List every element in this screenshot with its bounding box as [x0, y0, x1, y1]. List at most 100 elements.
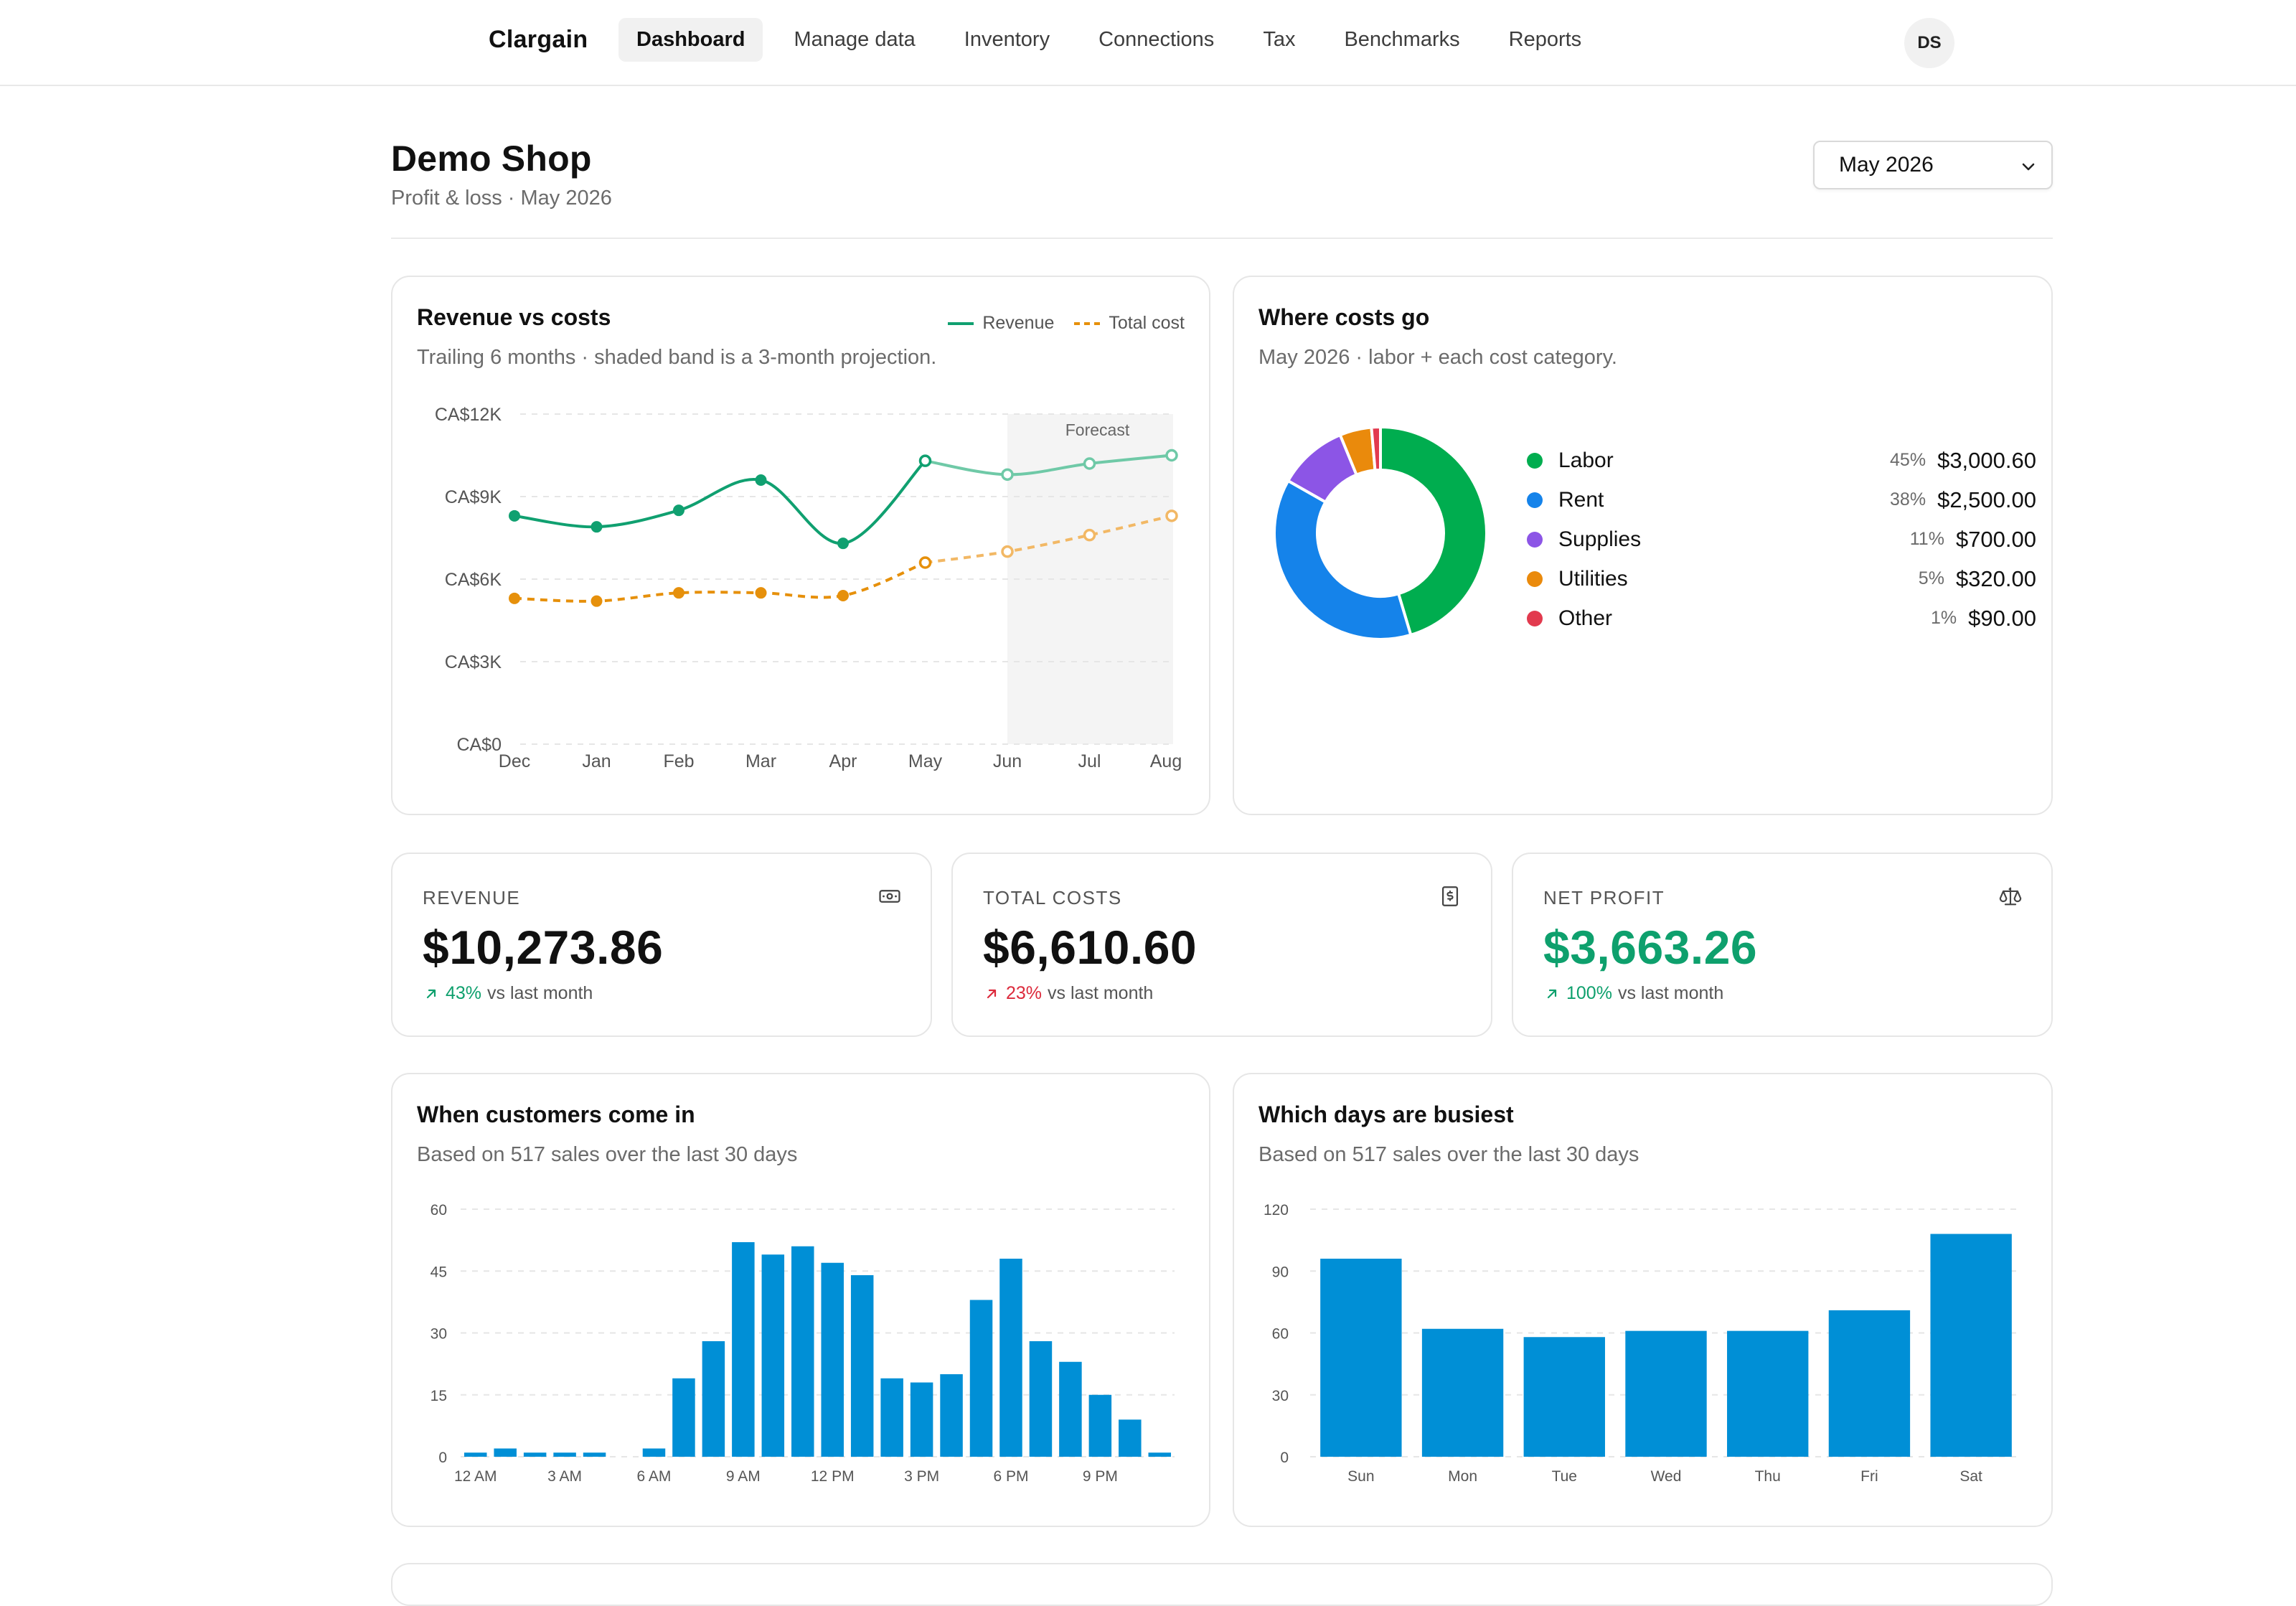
kpi-label: NET PROFIT	[1543, 887, 1665, 908]
bar	[1320, 1259, 1402, 1457]
nav-item-connections[interactable]: Connections	[1098, 28, 1215, 51]
bar	[583, 1452, 606, 1457]
card-subtitle: Trailing 6 months · shaded band is a 3-m…	[417, 346, 937, 369]
page-subtitle: Profit & loss · May 2026	[391, 187, 612, 210]
banknote-icon	[879, 890, 900, 903]
legend-item-total-cost[interactable]: Total cost	[1074, 313, 1185, 334]
card-title: Which days are busiest	[1258, 1102, 1514, 1127]
data-point	[591, 521, 603, 533]
nav-item-benchmarks[interactable]: Benchmarks	[1344, 28, 1460, 51]
cost-name: Other	[1558, 606, 1613, 630]
cost-values: 38% $2,500.00	[1890, 480, 2036, 520]
period-select[interactable]: May 2026	[1813, 141, 2053, 189]
cost-amount: $2,500.00	[1937, 487, 2036, 512]
y-tick-label: 0	[438, 1450, 447, 1466]
x-tick-label: 6 PM	[993, 1468, 1028, 1485]
nav-item-inventory[interactable]: Inventory	[964, 28, 1050, 51]
cost-breakdown-list: Labor 45% $3,000.60 Rent 38% $2,500.00 Sup…	[1527, 441, 2036, 638]
bar	[850, 1275, 874, 1457]
y-tick-label: 60	[1272, 1326, 1289, 1343]
user-avatar[interactable]: DS	[1904, 18, 1954, 68]
data-point	[837, 590, 849, 601]
x-tick-label: Fri	[1860, 1468, 1878, 1485]
header-divider	[391, 238, 2053, 239]
x-tick-label: Mon	[1448, 1468, 1477, 1485]
data-point	[673, 504, 684, 517]
bar	[969, 1300, 993, 1457]
kpi-label: TOTAL COSTS	[983, 887, 1122, 908]
cost-row-labor: Labor 45% $3,000.60	[1527, 441, 2036, 480]
when-customers-come-in-card: When customers come in Based on 517 sale…	[391, 1073, 1210, 1527]
nav-item-manage-data[interactable]: Manage data	[794, 28, 916, 51]
cost-name: Rent	[1558, 487, 1604, 512]
chevron-down-icon	[2022, 163, 2035, 171]
cost-row-other: Other 1% $90.00	[1527, 598, 2036, 638]
kpi-delta-pct: 100%	[1566, 983, 1612, 1003]
arrow-up-right-icon	[426, 989, 436, 998]
y-tick-label: CA$6K	[445, 570, 502, 590]
x-tick-label: Jun	[993, 751, 1022, 771]
x-tick-label: Aug	[1150, 751, 1182, 771]
hourly-sales-bar-chart: 0 15 30 45 60 12 AM 3 AM 6 AM 9 AM 12 PM 3 PM 6 PM 9…	[430, 1202, 1175, 1485]
cost-color-dot	[1527, 492, 1543, 508]
kpi-delta: 100% vs last month	[1543, 983, 1723, 1004]
kpi-value: $6,610.60	[983, 921, 1198, 974]
legend-label: Revenue	[982, 313, 1055, 333]
x-tick-label: Wed	[1651, 1468, 1682, 1485]
brand-logo[interactable]: Clargain	[489, 26, 588, 53]
y-tick-label: 45	[430, 1264, 447, 1280]
cost-values: 5% $320.00	[1919, 559, 2036, 598]
x-tick-label: 12 AM	[454, 1468, 497, 1485]
y-tick-label: 60	[430, 1202, 447, 1218]
bar	[821, 1262, 844, 1457]
data-point	[673, 587, 684, 599]
bar	[523, 1452, 547, 1457]
x-tick-label: Dec	[499, 751, 530, 771]
card-subtitle: May 2026 · labor + each cost category.	[1258, 346, 1617, 369]
bar	[553, 1452, 576, 1457]
top-navigation-bar: Clargain Dashboard Manage data Inventory…	[0, 0, 2296, 86]
bar	[1029, 1341, 1053, 1457]
bar	[672, 1378, 695, 1457]
nav-item-tax[interactable]: Tax	[1263, 28, 1296, 51]
kpi-delta-text: vs last month	[1048, 983, 1154, 1003]
data-point	[1001, 468, 1014, 482]
receipt-icon	[1441, 886, 1459, 906]
cost-pct: 45%	[1890, 450, 1926, 470]
nav-item-dashboard[interactable]: Dashboard	[618, 18, 763, 62]
card-subtitle: Based on 517 sales over the last 30 days	[417, 1143, 798, 1166]
cost-donut-chart	[1273, 425, 1488, 641]
cost-amount: $320.00	[1955, 565, 2036, 591]
y-tick-label: 30	[1272, 1388, 1289, 1404]
cost-amount: $700.00	[1955, 526, 2036, 552]
cost-amount: $90.00	[1968, 605, 2036, 631]
kpi-value: $3,663.26	[1543, 921, 1758, 974]
cost-values: 45% $3,000.60	[1890, 441, 2036, 480]
data-point	[918, 454, 932, 467]
cost-row-supplies: Supplies 11% $700.00	[1527, 520, 2036, 559]
y-tick-label: CA$0	[456, 735, 502, 755]
x-tick-label: 3 PM	[904, 1468, 939, 1485]
cost-color-dot	[1527, 531, 1543, 548]
card-subtitle: Based on 517 sales over the last 30 days	[1258, 1143, 1639, 1166]
data-point	[591, 595, 603, 607]
which-days-busiest-card: Which days are busiest Based on 517 sale…	[1233, 1073, 2053, 1527]
arrow-up-right-icon	[987, 989, 997, 998]
legend-item-revenue[interactable]: Revenue	[948, 313, 1054, 334]
next-card	[391, 1563, 2053, 1606]
bar	[642, 1448, 666, 1457]
cost-pct: 1%	[1931, 608, 1957, 628]
cost-name: Supplies	[1558, 527, 1642, 551]
data-point	[1001, 545, 1014, 558]
bar	[1625, 1330, 1707, 1457]
x-tick-label: 6 AM	[637, 1468, 672, 1485]
y-tick-label: 90	[1272, 1264, 1289, 1280]
data-point	[1083, 457, 1096, 470]
forecast-label: Forecast	[1065, 421, 1130, 439]
bar	[1148, 1452, 1172, 1457]
x-tick-label: 9 AM	[726, 1468, 761, 1485]
bar	[1930, 1234, 2012, 1457]
x-tick-label: Mar	[745, 751, 776, 771]
nav-item-reports[interactable]: Reports	[1508, 28, 1582, 51]
cost-color-dot	[1527, 570, 1543, 587]
